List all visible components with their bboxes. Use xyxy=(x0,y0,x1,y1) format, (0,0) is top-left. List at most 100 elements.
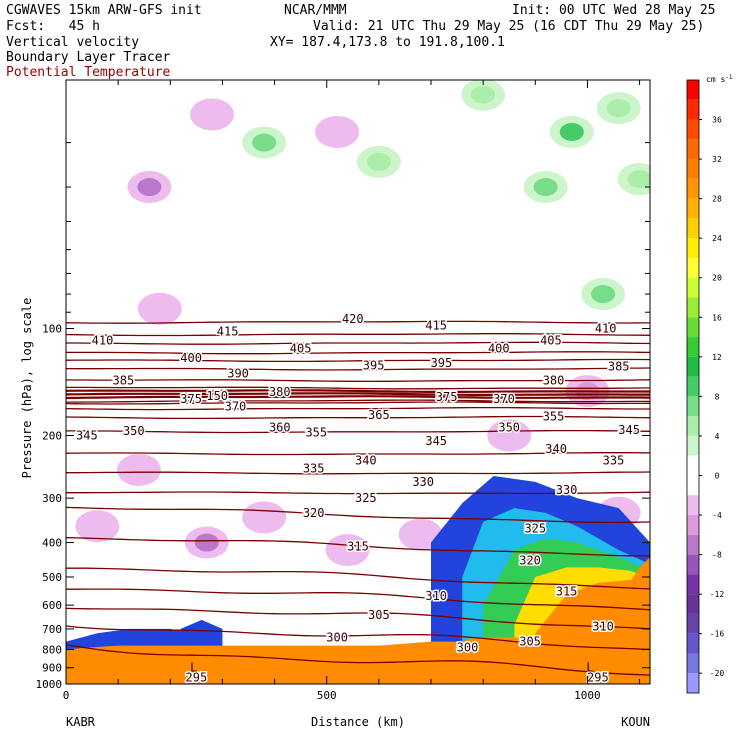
theta-contour xyxy=(66,341,650,345)
theta-contour xyxy=(66,351,650,355)
header-field-theta: Potential Temperature xyxy=(6,65,171,80)
colorbar-bin xyxy=(687,317,699,338)
theta-contour-label: 380 xyxy=(269,385,291,399)
colorbar-tick-label: 24 xyxy=(712,234,722,243)
colorbar-tick-label: 8 xyxy=(715,392,720,401)
theta-contour-label: 355 xyxy=(305,425,327,439)
theta-contour xyxy=(66,392,650,396)
theta-contour xyxy=(66,401,650,405)
colorbar: 36 32 28 24 20 16 12 8 4 0 -4 -8 -12 -16 -20 xyxy=(686,79,725,694)
theta-contour-label: 300 xyxy=(326,631,348,645)
theta-contour xyxy=(66,367,650,371)
plot-border xyxy=(65,79,651,685)
x-axis-label: Distance (km) xyxy=(311,715,405,729)
theta-contour-label: 345 xyxy=(425,434,447,448)
header-init: Init: 00 UTC Wed 28 May 25 xyxy=(512,3,716,18)
velocity-cell-core xyxy=(194,533,219,552)
y-tick-label: 500 xyxy=(42,571,62,584)
velocity-cell-core xyxy=(127,460,151,479)
theta-contour-label: 420 xyxy=(342,312,364,326)
theta-contour xyxy=(66,386,650,390)
theta-contour-label: 370 xyxy=(493,392,515,406)
colorbar-bin xyxy=(687,653,699,674)
theta-contour xyxy=(66,379,650,383)
theta-contour xyxy=(66,399,650,403)
theta-contour xyxy=(66,588,650,611)
theta-contour-label: 315 xyxy=(347,539,369,553)
colorbar-bin xyxy=(687,218,699,239)
header-org: NCAR/MMM xyxy=(284,3,347,18)
y-axis-label: Pressure (hPa), log scale xyxy=(20,298,34,479)
theta-contour-label: 380 xyxy=(543,373,565,387)
theta-contour xyxy=(66,506,650,524)
colorbar-bin xyxy=(687,198,699,219)
header-valid: Valid: 21 UTC Thu 29 May 25 (16 CDT Thu … xyxy=(313,19,705,34)
theta-contour-label: 310 xyxy=(425,589,447,603)
colorbar-tick-label: 36 xyxy=(712,116,722,125)
theta-contour-label: 150 xyxy=(206,389,228,403)
y-tick-label: 300 xyxy=(42,492,62,505)
theta-contour-label: 340 xyxy=(355,453,377,467)
theta-contour-label: 350 xyxy=(123,424,145,438)
velocity-cell-core xyxy=(85,517,110,536)
theta-contour-label: 300 xyxy=(457,641,479,655)
colorbar-tick-label: -20 xyxy=(710,669,725,678)
theta-contour-label: 375 xyxy=(180,392,202,406)
colorbar-bin xyxy=(687,257,699,278)
colorbar-bin xyxy=(687,574,699,595)
theta-contour-label: 385 xyxy=(608,360,630,374)
theta-contour xyxy=(66,415,650,420)
plot-frame xyxy=(65,79,651,685)
colorbar-bin xyxy=(687,337,699,357)
theta-contour-label: 295 xyxy=(587,671,609,685)
x-tick-label: 1000 xyxy=(574,689,601,702)
colorbar-bin xyxy=(687,515,699,535)
right-endpoint-label: KOUN xyxy=(621,715,650,729)
velocity-cell-core xyxy=(408,525,433,544)
colorbar-bin xyxy=(687,416,699,436)
theta-contour xyxy=(66,320,650,324)
colorbar-bin xyxy=(687,238,699,258)
velocity-cell-core xyxy=(471,85,496,104)
theta-contour-label: 365 xyxy=(368,408,390,422)
velocity-cell-core xyxy=(147,299,172,318)
theta-contour-label: 325 xyxy=(524,521,546,535)
theta-contour xyxy=(66,389,650,393)
colorbar-bin xyxy=(687,673,699,693)
theta-contour-label: 345 xyxy=(76,429,98,443)
low-annotation: L xyxy=(190,661,197,675)
theta-contour-label: 410 xyxy=(92,333,114,347)
theta-contour-label: 395 xyxy=(363,358,385,372)
theta-contour-label: 400 xyxy=(180,351,202,365)
colorbar-bin xyxy=(687,633,699,654)
header-model: CGWAVES 15km ARW-GFS init xyxy=(6,3,202,18)
theta-contour-label: 405 xyxy=(540,333,562,347)
header-xy: XY= 187.4,173.8 to 191.8,100.1 xyxy=(270,35,505,50)
colorbar-bin xyxy=(687,277,699,298)
theta-contour-label: 295 xyxy=(186,671,208,685)
colorbar-tick-label: -16 xyxy=(710,630,725,639)
colorbar-bin xyxy=(687,297,699,318)
velocity-cell-core xyxy=(325,122,350,141)
theta-contour-label: 415 xyxy=(217,325,239,339)
colorbar-tick-label: 28 xyxy=(712,195,722,204)
colorbar-units-base: cm s xyxy=(706,75,725,84)
y-tick-label: 1000 xyxy=(36,678,63,691)
theta-contour xyxy=(66,644,650,676)
colorbar-bin xyxy=(687,139,699,160)
theta-contour-label: 350 xyxy=(498,421,520,435)
tracer-surface-layer xyxy=(66,557,650,684)
velocity-cell-core xyxy=(252,133,277,152)
theta-contour xyxy=(66,625,650,651)
velocity-cell-core xyxy=(137,178,162,197)
theta-contour-label: 325 xyxy=(355,491,377,505)
colorbar-bin xyxy=(687,376,699,397)
theta-contour xyxy=(66,452,650,456)
theta-contour-label: 400 xyxy=(488,342,510,356)
theta-contour-label: 320 xyxy=(303,506,325,520)
vertical-velocity-cells xyxy=(75,80,650,567)
theta-contour-label: 415 xyxy=(425,318,447,332)
colorbar-bin xyxy=(687,613,699,634)
